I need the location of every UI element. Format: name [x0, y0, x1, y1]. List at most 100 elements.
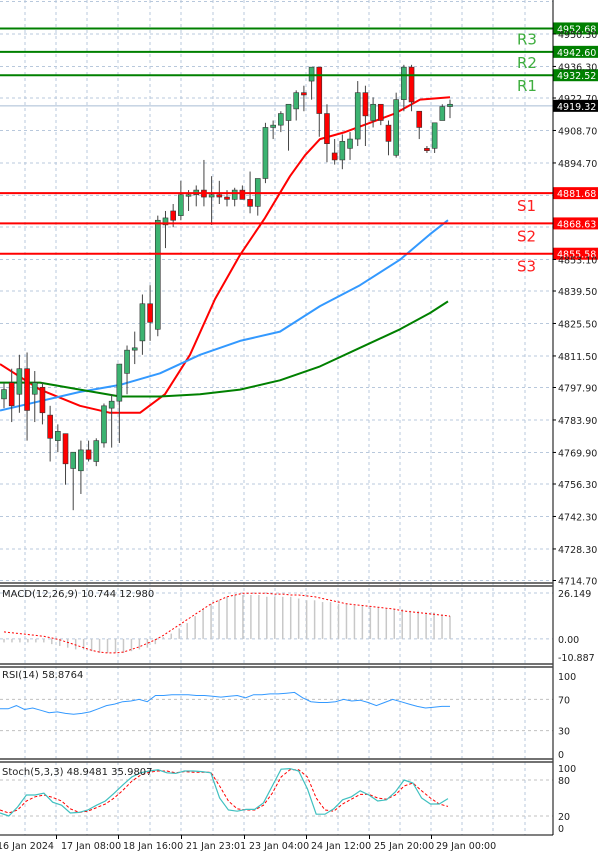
candle[interactable]	[301, 85, 307, 112]
candle[interactable]	[362, 85, 369, 147]
level-r1[interactable]: R1 4932.52	[0, 69, 598, 95]
bullish-candle-body	[447, 103, 453, 107]
candle[interactable]	[124, 345, 130, 395]
candle[interactable]	[262, 122, 269, 184]
stoch-k-line	[0, 767, 449, 817]
level-s1[interactable]: S1 4881.68	[0, 187, 598, 215]
bullish-candle-body	[1, 389, 7, 400]
candle[interactable]	[208, 176, 215, 225]
candle[interactable]	[108, 394, 115, 448]
moving-average-line	[0, 96, 451, 414]
bearish-candle-body	[324, 113, 330, 144]
candle[interactable]	[393, 92, 399, 158]
candle[interactable]	[78, 440, 84, 494]
candle[interactable]	[162, 210, 169, 249]
macd-pane[interactable]: MACD(12,26,9) 10.744 12.980	[2, 589, 451, 654]
candle[interactable]	[293, 90, 300, 121]
candle[interactable]	[439, 104, 446, 121]
grid-lines	[0, 0, 553, 835]
bullish-candle-body	[131, 347, 138, 351]
candle[interactable]	[408, 64, 415, 112]
price-axis-label: 4936.30	[558, 62, 597, 73]
bullish-candle-body	[154, 219, 161, 330]
candle[interactable]	[16, 354, 23, 413]
bullish-candle-body	[370, 103, 376, 121]
candle[interactable]	[131, 331, 138, 365]
rsi-axis-label: 30	[558, 727, 570, 738]
level-price-text: 4942.60	[557, 48, 596, 59]
price-axis-label: 4908.70	[558, 126, 597, 137]
candle[interactable]	[47, 405, 53, 462]
candle[interactable]	[377, 103, 384, 126]
bullish-candle-body	[108, 400, 115, 409]
time-axis-label: 24 Jan 12:00	[311, 841, 371, 852]
candle[interactable]	[24, 352, 30, 441]
candle[interactable]	[62, 433, 69, 485]
rsi-axis-label: 0	[558, 750, 564, 761]
candle[interactable]	[316, 66, 323, 137]
candle[interactable]	[385, 120, 392, 156]
candle[interactable]	[254, 178, 261, 216]
level-r3[interactable]: R3 4952.68	[0, 22, 598, 48]
candle[interactable]	[201, 159, 207, 207]
bullish-candle-body	[401, 66, 407, 100]
candle[interactable]	[101, 403, 107, 448]
candle[interactable]	[31, 371, 38, 423]
candle[interactable]	[447, 99, 453, 119]
candle[interactable]	[93, 438, 100, 467]
candle[interactable]	[139, 294, 146, 355]
bearish-candle-body	[170, 210, 176, 221]
candle[interactable]	[354, 81, 361, 147]
rsi-pane[interactable]: RSI(14) 58.8764	[0, 670, 450, 715]
candle[interactable]	[278, 111, 284, 133]
stochastic-pane[interactable]: Stoch(5,3,3) 48.9481 35.9807	[0, 767, 449, 817]
bullish-candle-body	[308, 66, 315, 82]
candle[interactable]	[416, 110, 423, 140]
candle[interactable]	[401, 64, 407, 112]
candle[interactable]	[308, 66, 315, 100]
current-price-text: 4919.32	[557, 102, 596, 113]
level-price-text: 4868.63	[557, 219, 596, 230]
level-s2[interactable]: S2 4868.63	[0, 217, 598, 245]
candle[interactable]	[85, 440, 92, 462]
time-axis-label: 25 Jan 20:00	[374, 841, 434, 852]
bearish-candle-body	[24, 368, 30, 411]
candle[interactable]	[8, 368, 15, 423]
macd-axis-label: 0.00	[558, 635, 579, 646]
level-price-tag	[553, 45, 598, 58]
candle[interactable]	[70, 451, 77, 511]
candle[interactable]	[116, 363, 123, 443]
bearish-candle-body	[377, 103, 384, 121]
candle[interactable]	[339, 134, 346, 170]
candle[interactable]	[331, 139, 338, 165]
candle[interactable]	[424, 146, 430, 153]
candle[interactable]	[147, 285, 153, 341]
candle[interactable]	[324, 104, 330, 163]
time-axis-label: 16 Jan 2024	[0, 841, 54, 852]
candle[interactable]	[270, 120, 276, 140]
bearish-candle-body	[239, 189, 246, 200]
candle[interactable]	[347, 132, 353, 160]
candle[interactable]	[431, 122, 438, 153]
level-r2[interactable]: R2 4942.60	[0, 45, 598, 72]
level-s3[interactable]: S3 4855.58	[0, 247, 598, 276]
candle[interactable]	[231, 187, 238, 207]
candle[interactable]	[285, 103, 292, 151]
level-name-label: R3	[517, 30, 537, 48]
stoch-axis-label: 0	[558, 824, 564, 835]
candle[interactable]	[1, 382, 7, 409]
level-name-label: R2	[517, 54, 537, 72]
bullish-candle-body	[70, 451, 77, 469]
time-axis-label: 17 Jan 08:00	[61, 841, 121, 852]
price-axis-label: 4950.30	[558, 30, 597, 41]
price-pane[interactable]: R3 4952.68 R2 4942.60 R1 4932.52 S1 4881.68 S2 48…	[0, 22, 598, 511]
candle[interactable]	[178, 180, 184, 221]
price-axis-label: 4839.50	[558, 287, 597, 298]
bullish-candle-body	[124, 349, 130, 374]
candle[interactable]	[55, 424, 61, 453]
candle[interactable]	[39, 382, 46, 425]
candle[interactable]	[370, 97, 376, 128]
candle[interactable]	[154, 215, 161, 337]
